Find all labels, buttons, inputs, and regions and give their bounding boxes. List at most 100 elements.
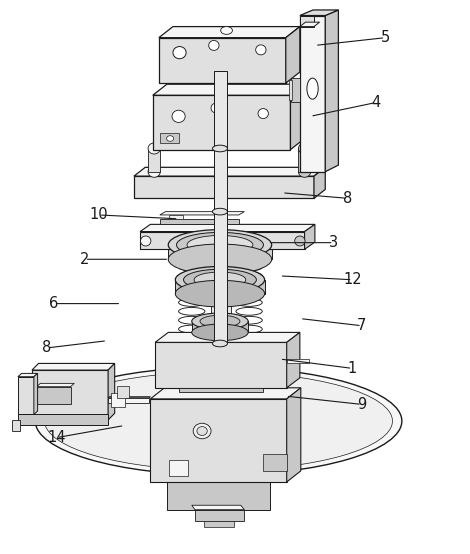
Polygon shape [140,224,315,232]
Polygon shape [12,420,20,431]
Polygon shape [179,388,263,392]
Ellipse shape [212,145,227,152]
Ellipse shape [258,109,268,119]
Ellipse shape [214,69,226,77]
Ellipse shape [298,166,311,177]
Text: 14: 14 [47,430,66,445]
Ellipse shape [295,236,305,246]
Polygon shape [155,342,287,388]
Text: 1: 1 [348,361,357,376]
Text: 2: 2 [80,252,89,267]
Polygon shape [148,148,160,172]
Ellipse shape [197,427,207,435]
Polygon shape [179,259,263,264]
Polygon shape [18,414,108,425]
Polygon shape [214,71,227,343]
Polygon shape [300,16,325,172]
Polygon shape [192,505,244,510]
Polygon shape [150,399,287,482]
Ellipse shape [212,208,227,215]
Polygon shape [18,373,38,377]
Polygon shape [300,10,338,16]
Polygon shape [300,16,314,27]
Polygon shape [204,521,234,527]
Polygon shape [192,321,248,332]
Polygon shape [155,332,300,342]
Polygon shape [263,454,287,471]
Polygon shape [287,388,301,482]
Ellipse shape [221,27,232,34]
Text: 6: 6 [49,296,59,311]
Polygon shape [160,219,239,224]
Polygon shape [150,388,301,399]
Polygon shape [140,232,305,249]
Text: 8: 8 [343,191,352,206]
Text: 4: 4 [371,95,381,110]
Text: 5: 5 [381,30,390,45]
Ellipse shape [173,47,186,59]
Polygon shape [211,259,231,388]
Polygon shape [117,386,129,398]
Text: 10: 10 [89,207,108,223]
Polygon shape [160,212,244,215]
Ellipse shape [148,166,160,177]
Polygon shape [169,215,183,219]
Ellipse shape [172,110,185,122]
Polygon shape [305,224,315,249]
Polygon shape [153,84,305,95]
Ellipse shape [35,367,402,475]
Polygon shape [168,245,272,259]
Polygon shape [108,397,150,398]
Polygon shape [37,383,74,387]
Polygon shape [34,373,38,414]
Polygon shape [298,148,311,172]
Ellipse shape [200,315,240,327]
Text: 3: 3 [329,235,338,250]
Ellipse shape [141,236,151,246]
Polygon shape [290,84,305,150]
Polygon shape [134,176,314,198]
Ellipse shape [168,229,272,260]
Ellipse shape [193,423,211,439]
Polygon shape [108,363,115,420]
Polygon shape [37,387,70,404]
Ellipse shape [175,280,265,307]
Ellipse shape [211,103,221,113]
Ellipse shape [168,244,272,274]
Polygon shape [287,359,309,363]
Ellipse shape [175,266,265,293]
Ellipse shape [166,136,174,141]
Text: 12: 12 [343,272,362,288]
Polygon shape [175,280,265,294]
Ellipse shape [187,235,253,254]
Polygon shape [32,370,108,420]
Ellipse shape [209,40,219,50]
Ellipse shape [192,324,248,341]
Ellipse shape [184,269,257,290]
Ellipse shape [212,340,227,347]
Polygon shape [153,95,290,150]
Polygon shape [167,482,270,510]
Polygon shape [325,10,338,172]
Polygon shape [111,393,125,407]
Polygon shape [287,332,300,388]
Polygon shape [214,73,226,84]
Polygon shape [289,80,292,100]
Polygon shape [32,363,115,370]
Polygon shape [314,167,325,198]
Polygon shape [159,27,300,38]
Text: 8: 8 [42,340,52,356]
Ellipse shape [45,372,392,470]
Ellipse shape [194,272,246,288]
Polygon shape [18,377,34,414]
Text: 7: 7 [357,318,367,334]
Polygon shape [169,460,188,476]
Text: 9: 9 [357,397,367,412]
Ellipse shape [192,313,248,330]
Ellipse shape [307,78,318,99]
Polygon shape [134,167,325,176]
Ellipse shape [177,233,263,257]
Polygon shape [160,133,179,143]
Polygon shape [291,78,300,102]
Ellipse shape [148,143,160,154]
